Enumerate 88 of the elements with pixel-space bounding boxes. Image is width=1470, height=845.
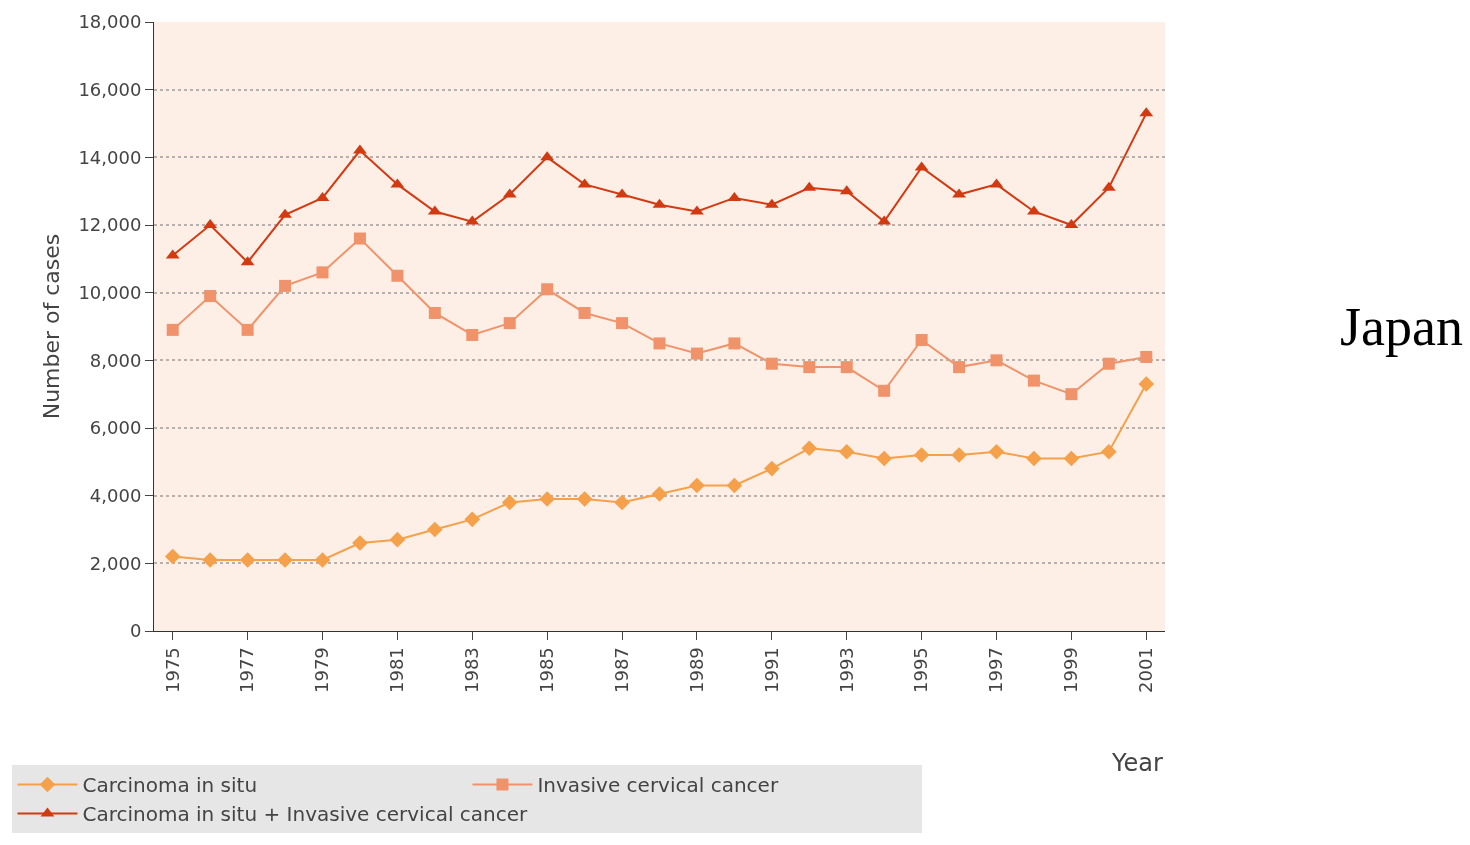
y-tick-label: 6,000: [89, 417, 142, 439]
point: [614, 494, 630, 511]
y-tick-label: 4,000: [89, 484, 142, 506]
point: [316, 266, 329, 279]
point: [277, 552, 293, 568]
point: [990, 354, 1003, 367]
x-tick-label: 1981: [386, 647, 408, 694]
y-tick-label: 18,000: [78, 11, 142, 33]
point: [1027, 374, 1040, 387]
point: [1101, 443, 1117, 460]
point: [427, 521, 443, 538]
point: [1138, 376, 1155, 392]
point: [1026, 450, 1042, 467]
point: [988, 443, 1005, 460]
point: [278, 208, 292, 218]
point: [653, 337, 666, 350]
point: [726, 477, 743, 494]
point: [279, 279, 292, 292]
point: [314, 552, 331, 568]
point: [539, 491, 555, 507]
point: [952, 188, 966, 198]
x-tick-label: 1985: [536, 647, 558, 694]
point: [728, 337, 741, 350]
point: [689, 477, 705, 494]
point: [241, 323, 254, 336]
x-tick-label: 1987: [610, 647, 632, 694]
point: [838, 443, 855, 460]
x-tick-label: 1999: [1060, 647, 1082, 694]
x-tick-label: 1995: [910, 647, 932, 694]
point: [690, 347, 703, 360]
point: [501, 494, 518, 511]
point: [164, 548, 181, 565]
point: [951, 447, 967, 463]
y-axis-title: Number of cases: [39, 233, 65, 420]
point: [1140, 350, 1153, 363]
point: [428, 306, 441, 319]
y-tick-label: 10,000: [78, 281, 142, 303]
point: [353, 232, 366, 245]
point: [876, 450, 892, 467]
point: [615, 188, 629, 198]
point: [803, 361, 816, 374]
point: [353, 144, 367, 154]
point: [503, 317, 516, 330]
x-tick-label: 1991: [760, 647, 782, 694]
point: [464, 511, 481, 528]
point: [840, 361, 853, 374]
point: [204, 290, 217, 303]
x-tick-label: 1983: [461, 647, 483, 694]
x-axis-title: Year: [1111, 749, 1163, 777]
y-tick-label: 14,000: [78, 146, 142, 168]
point: [1063, 450, 1080, 467]
point: [915, 334, 928, 347]
point: [541, 283, 554, 296]
x-tick-label: 1997: [985, 647, 1007, 694]
x-tick-label: 1977: [236, 647, 258, 694]
x-tick-label: 2001: [1135, 647, 1157, 694]
point: [578, 306, 591, 319]
point: [202, 552, 218, 568]
x-tick-label: 1979: [311, 647, 333, 694]
x-tick-label: 1975: [161, 647, 183, 694]
legend-label: Carcinoma in situ: [82, 773, 258, 798]
text: Japan: [1340, 297, 1463, 357]
point: [801, 440, 818, 457]
y-tick-label: 8,000: [89, 349, 142, 371]
y-tick-label: 16,000: [78, 78, 142, 100]
point: [765, 357, 778, 370]
x-tick-label: 1993: [835, 647, 857, 694]
point: [389, 531, 406, 548]
point: [953, 361, 966, 374]
y-tick-label: 12,000: [78, 214, 142, 236]
point: [651, 486, 668, 502]
point: [878, 384, 891, 397]
x-tick-label: 1989: [685, 647, 707, 694]
point: [576, 491, 593, 507]
point: [764, 460, 780, 477]
point: [466, 328, 479, 341]
point: [1102, 357, 1115, 370]
point: [391, 269, 404, 282]
point: [352, 535, 368, 551]
legend-label: Carcinoma in situ + Invasive cervical cancer: [82, 802, 529, 827]
legend-label: Invasive cervical cancer: [537, 773, 779, 798]
point: [1065, 388, 1078, 401]
y-tick-label: 0: [129, 620, 142, 642]
point: [239, 552, 256, 568]
point: [166, 323, 179, 336]
point: [616, 317, 629, 330]
point: [913, 447, 930, 463]
y-tick-label: 2,000: [89, 552, 142, 574]
